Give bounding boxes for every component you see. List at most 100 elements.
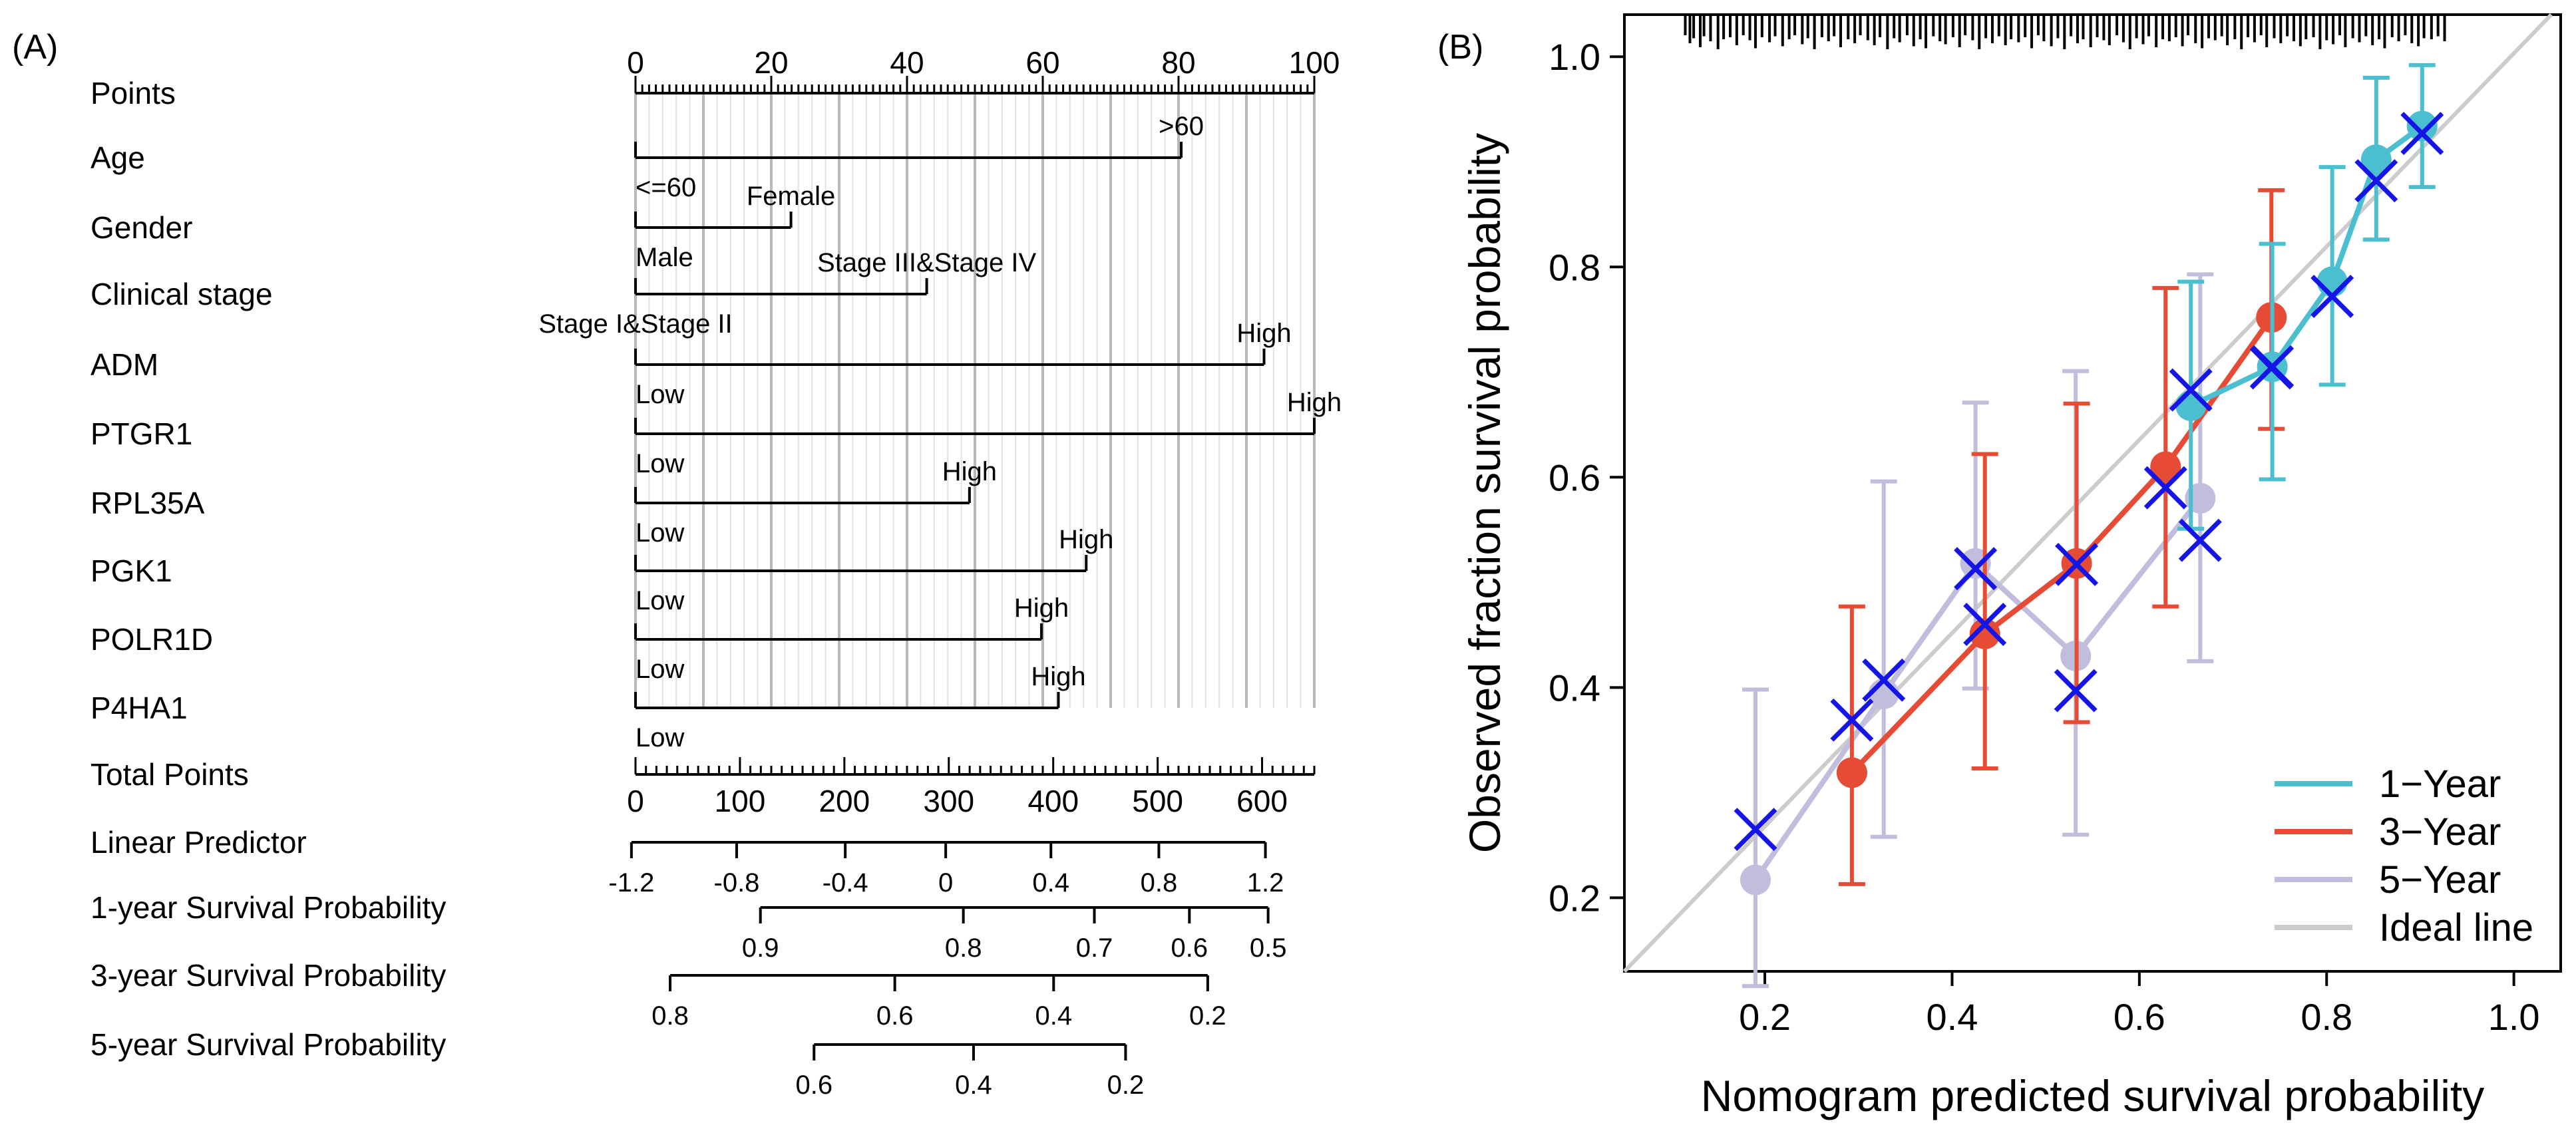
level-label: High [1031, 662, 1085, 691]
level-label: Low [636, 655, 684, 684]
predictor-tick-label: 0.6 [795, 1070, 832, 1100]
x-tick-label: 0.6 [2114, 996, 2165, 1038]
scale-tick-label: 40 [890, 45, 924, 80]
y-tick-label: 0.4 [1549, 667, 1600, 709]
data-point [2360, 144, 2392, 176]
scale-tick-label: 200 [819, 784, 870, 818]
panel-b-label: (B) [1437, 28, 1483, 67]
legend-label: 1−Year [2379, 762, 2501, 806]
scale-tick-label: 600 [1236, 784, 1288, 818]
level-label: Low [636, 449, 684, 478]
cross-marker [1830, 698, 1874, 742]
row-label: 5-year Survival Probability [91, 1027, 446, 1062]
predictor-tick-label: -1.2 [608, 868, 654, 897]
level-label: Female [747, 182, 835, 211]
scale-tick-label: 300 [923, 784, 974, 818]
scale-tick-label: 0 [627, 45, 644, 80]
row-label: RPL35A [91, 486, 205, 520]
predictor-tick-label: 0.4 [1032, 868, 1069, 897]
row-label: Total Points [91, 757, 249, 792]
level-label: Low [636, 723, 684, 752]
cross-marker [2249, 346, 2293, 390]
row-label: 3-year Survival Probability [91, 958, 446, 993]
predictor-tick-label: 0.6 [1171, 933, 1208, 963]
cross-marker [2310, 275, 2354, 318]
scale-tick-label: 500 [1132, 784, 1183, 818]
predictor-tick-label: 0.5 [1250, 933, 1287, 963]
cross-marker [2143, 466, 2187, 510]
cross-marker [1954, 547, 1998, 591]
y-axis-title: Observed fraction survival probability [1460, 133, 1509, 853]
cross-marker [2400, 112, 2444, 156]
data-point [1740, 864, 1771, 896]
scale-tick-label: 20 [754, 45, 788, 80]
predictor-tick-label: 0.2 [1189, 1001, 1226, 1031]
ideal-line [1622, 13, 2553, 973]
y-tick-label: 0.8 [1549, 246, 1600, 288]
data-point [2316, 266, 2348, 297]
row-label: P4HA1 [91, 691, 188, 725]
level-label: >60 [1159, 112, 1204, 141]
predictor-tick-label: 0.4 [1035, 1001, 1073, 1031]
cross-marker [1963, 603, 2007, 647]
level-label: High [1236, 319, 1291, 348]
level-label: <=60 [636, 173, 696, 202]
level-label: Male [636, 243, 693, 272]
plot-frame [1623, 13, 2562, 973]
row-label: Clinical stage [91, 277, 273, 311]
predictor-tick-label: -0.4 [823, 868, 868, 897]
row-label: POLR1D [91, 622, 213, 657]
nomogram-panel: (A) Points 0 20 40 60 80 100 Age <=60 >60 Gender Mal… [12, 28, 1342, 1100]
legend-label: Ideal line [2379, 906, 2533, 949]
row-label: PGK1 [91, 554, 172, 588]
predictor-tick-label: 0.8 [651, 1001, 689, 1031]
scale-tick-label: 400 [1027, 784, 1079, 818]
cross-marker [2354, 159, 2398, 203]
x-axis-title: Nomogram predicted survival probability [1701, 1071, 2485, 1120]
x-tick-label: 0.4 [1927, 996, 1978, 1038]
scale-tick-label: 80 [1161, 45, 1195, 80]
level-label: Low [636, 380, 684, 409]
data-point [2175, 390, 2207, 421]
cross-marker [1862, 658, 1906, 702]
y-tick-label: 0.2 [1549, 877, 1600, 919]
predictor-tick-label: 0.8 [1141, 868, 1178, 897]
level-label: Stage III&Stage IV [817, 248, 1036, 277]
level-label: Low [636, 518, 684, 548]
predictor-tick-label: 0.8 [945, 933, 982, 963]
row-label: 1-year Survival Probability [91, 890, 446, 925]
x-tick-label: 0.8 [2300, 996, 2352, 1038]
data-point [1969, 618, 2000, 649]
predictor-tick-label: 1.2 [1247, 868, 1284, 897]
legend-label: 5−Year [2379, 858, 2501, 901]
row-label: Gender [91, 210, 192, 245]
scale-tick-label: 100 [1289, 45, 1340, 80]
predictor-tick-label: 0 [938, 868, 953, 897]
legend-label: 3−Year [2379, 810, 2501, 854]
data-point [1836, 757, 1867, 788]
cross-marker [2054, 669, 2098, 713]
predictor-tick-label: 0.9 [742, 933, 779, 963]
y-tick-label: 0.6 [1549, 456, 1600, 498]
data-point [2150, 451, 2181, 482]
level-label: High [1287, 388, 1342, 417]
predictor-tick-label: 0.2 [1107, 1070, 1145, 1100]
level-label: High [942, 457, 997, 486]
level-label: High [1014, 593, 1069, 623]
predictor-tick-label: 0.7 [1076, 933, 1113, 963]
cross-marker [2055, 542, 2099, 586]
cross-marker [2169, 368, 2213, 412]
row-label: Points [91, 76, 176, 110]
scale-tick-label: 60 [1025, 45, 1059, 80]
cross-marker [1734, 808, 1777, 852]
panel-a-label: (A) [12, 28, 58, 67]
scale-tick-label: 0 [627, 784, 644, 818]
predictor-tick-label: 0.6 [876, 1001, 914, 1031]
x-tick-label: 0.2 [1739, 996, 1791, 1038]
calibration-panel: (B)0.2 0.4 0.6 0.8 1.00.20.40.60.81.0Nomogra… [1437, 13, 2562, 1120]
row-label: ADM [91, 347, 158, 382]
y-tick-label: 1.0 [1549, 36, 1600, 78]
level-label: Stage I&Stage II [538, 309, 732, 339]
x-tick-label: 1.0 [2488, 996, 2540, 1038]
